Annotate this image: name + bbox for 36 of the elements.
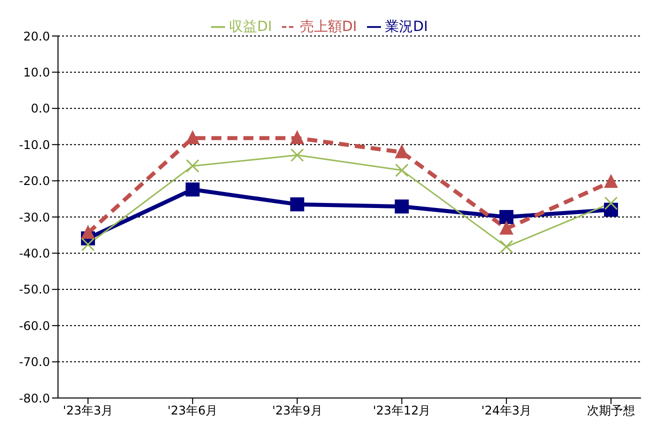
point (604, 174, 618, 188)
point (499, 210, 514, 224)
x-tick-label: '23年6月 (168, 404, 218, 418)
x-tick-label: 次期予想 (587, 404, 635, 418)
y-tick-label: -70.0 (18, 355, 50, 370)
point (81, 238, 95, 252)
point (394, 144, 409, 158)
point (604, 196, 618, 210)
point (186, 130, 200, 144)
y-tick-label: 20.0 (23, 29, 50, 44)
y-tick-label: 0.0 (30, 102, 50, 116)
y-tick-label: -40.0 (18, 246, 50, 260)
x-tick-label: '24年3月 (481, 404, 532, 418)
y-tick-label: -30.0 (18, 210, 50, 224)
point (186, 182, 200, 196)
point (186, 159, 200, 173)
point (290, 148, 304, 162)
legend-label: 売上額DI (300, 19, 357, 35)
y-tick-label: -80.0 (18, 391, 50, 406)
x-tick-label: '23年9月 (272, 404, 322, 418)
point (394, 200, 409, 214)
legend-label: 収益DI (229, 19, 272, 35)
legend-label: 業況DI (384, 19, 428, 35)
y-tick-label: -20.0 (18, 174, 50, 188)
y-tick-label: -10.0 (18, 138, 50, 152)
point (395, 164, 409, 178)
y-tick-label: -60.0 (18, 318, 50, 333)
y-tick-label: -50.0 (18, 282, 50, 297)
point (499, 220, 514, 235)
x-tick-label: '23年3月 (62, 404, 114, 418)
point (500, 240, 514, 254)
point (81, 224, 95, 239)
point (290, 130, 304, 144)
point (290, 197, 304, 212)
x-tick-label: '23年12月 (372, 404, 431, 418)
y-tick-label: 10.0 (23, 65, 50, 80)
